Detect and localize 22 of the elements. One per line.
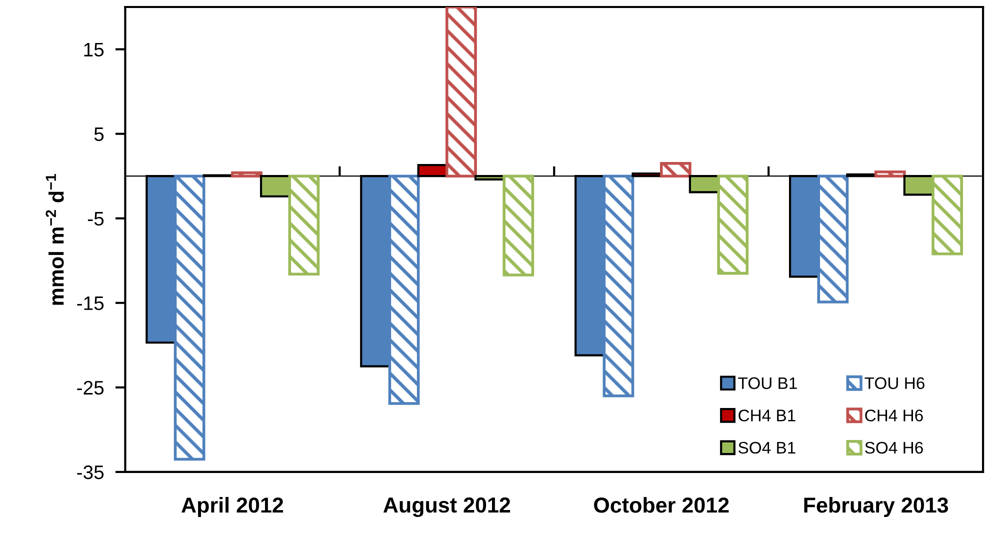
y-axis-title: mmol m$^{−2}$ d$^{−1}$ (46, 174, 64, 305)
legend-label: CH4 B1 (738, 410, 796, 422)
y-tick-label: 15 (84, 42, 104, 57)
legend-label: SO4 H6 (865, 442, 923, 454)
y-tick-label: -25 (77, 380, 104, 395)
x-tick-label: February 2013 (804, 496, 948, 518)
legend-label: CH4 H6 (865, 410, 923, 422)
bar (231, 171, 262, 178)
bar (417, 164, 448, 178)
legend-label: TOU B1 (738, 377, 797, 390)
legend-label: SO4 B1 (738, 442, 796, 454)
x-tick-label: August 2012 (383, 497, 510, 518)
y-tick-label: 5 (94, 127, 104, 142)
legend-label: TOU H6 (864, 377, 924, 390)
bar (446, 7, 477, 178)
x-tick-label: April 2012 (182, 496, 284, 518)
x-tick-label: October 2012 (594, 496, 729, 513)
bar (874, 170, 906, 178)
y-tick-label: -5 (88, 212, 104, 226)
y-tick-label: -35 (77, 465, 104, 480)
y-tick-label: -15 (77, 296, 104, 310)
bar (660, 162, 692, 178)
